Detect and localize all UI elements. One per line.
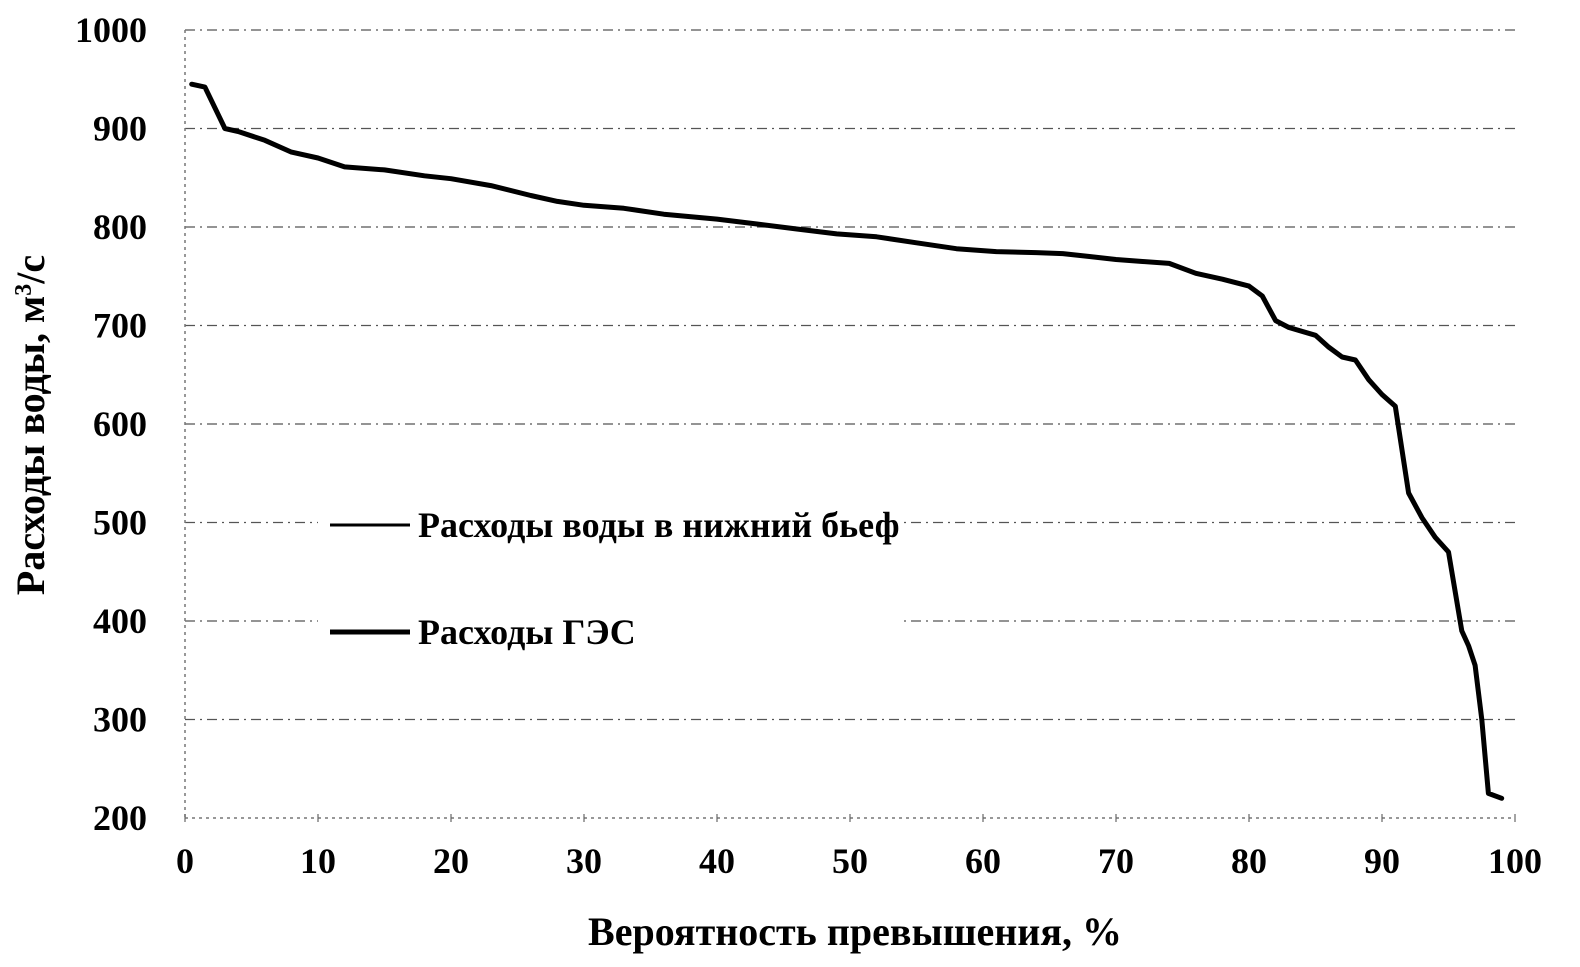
y-tick-labels: 200 300 400 500 600 700 800 900 1000: [75, 10, 147, 838]
x-tick-0: 0: [176, 841, 194, 881]
legend: Расходы воды в нижний бьеф Расходы ГЭС: [330, 505, 900, 652]
y-tick-400: 400: [93, 601, 147, 641]
y-tick-700: 700: [93, 306, 147, 346]
y-tick-200: 200: [93, 798, 147, 838]
x-tick-70: 70: [1098, 841, 1134, 881]
legend-box: [318, 488, 902, 664]
x-tick-labels: 0 10 20 30 40 50 60 70 80 90 100: [176, 841, 1542, 881]
series-line-1: [190, 82, 1504, 800]
x-tick-90: 90: [1364, 841, 1400, 881]
y-axis-title-main: Расходы воды, м: [8, 296, 53, 595]
x-tick-10: 10: [300, 841, 336, 881]
x-tick-20: 20: [433, 841, 469, 881]
y-axis-title-superscript: 3: [11, 284, 37, 296]
y-tick-600: 600: [93, 404, 147, 444]
y-tick-900: 900: [93, 109, 147, 149]
y-axis-title: Расходы воды, м3/с: [8, 255, 53, 595]
legend-background: [318, 488, 902, 664]
series-lines: [189, 81, 1505, 801]
x-tick-80: 80: [1231, 841, 1267, 881]
series-line-0: [189, 81, 1505, 801]
axes: [184, 30, 1516, 822]
y-tick-1000: 1000: [75, 10, 147, 50]
y-tick-800: 800: [93, 207, 147, 247]
legend-label-1: Расходы ГЭС: [418, 612, 636, 652]
x-tick-100: 100: [1488, 841, 1542, 881]
y-tick-300: 300: [93, 700, 147, 740]
x-tick-50: 50: [832, 841, 868, 881]
x-tick-40: 40: [699, 841, 735, 881]
x-tick-60: 60: [965, 841, 1001, 881]
x-axis-title: Вероятность превышения, %: [588, 909, 1122, 954]
x-tick-30: 30: [566, 841, 602, 881]
y-tick-500: 500: [93, 503, 147, 543]
y-axis-title-tail: /с: [8, 255, 53, 285]
legend-label-0: Расходы воды в нижний бьеф: [418, 505, 900, 545]
